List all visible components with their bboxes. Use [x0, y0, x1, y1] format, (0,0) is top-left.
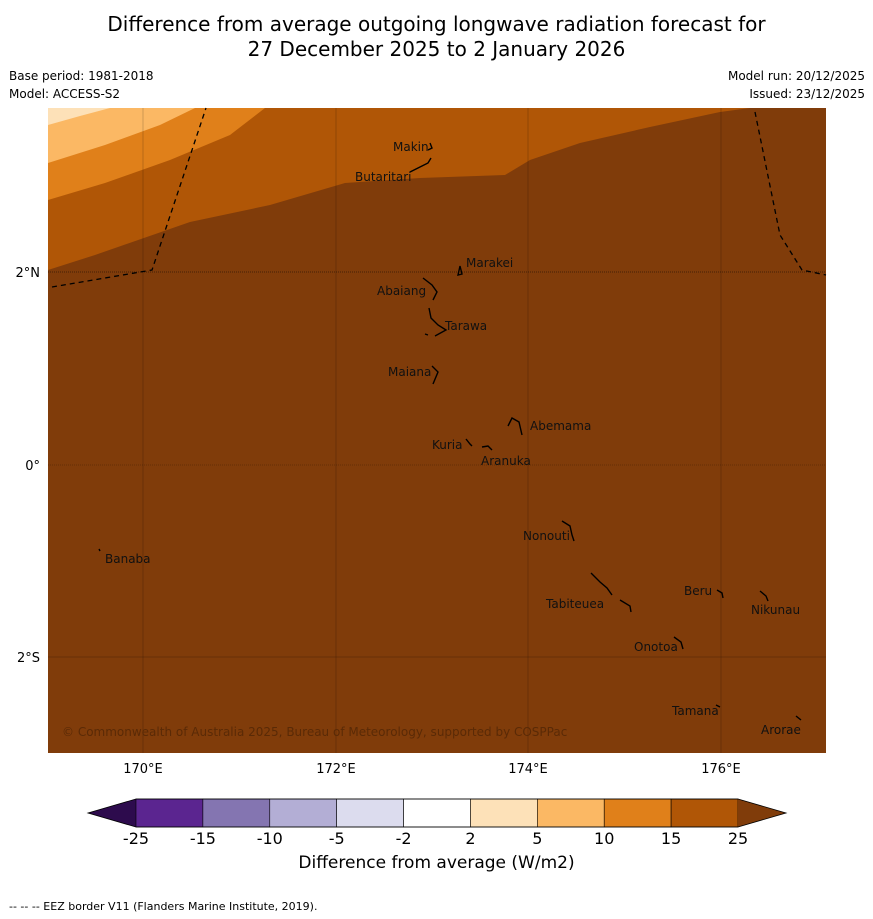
meta-right: Model run: 20/12/2025 Issued: 23/12/2025: [728, 67, 865, 103]
colorbar: -25 -15 -10 -5 -2 2 5 10 15 25: [86, 798, 788, 848]
island-abemama: [507, 417, 523, 436]
colorbar-tick-label: -15: [190, 829, 216, 848]
eez-border-west: [51, 107, 207, 288]
place-label: Tarawa: [444, 319, 487, 333]
anomaly-region-5-10: [48, 108, 195, 163]
place-label: Onotoa: [634, 640, 678, 654]
issued-date: Issued: 23/12/2025: [749, 87, 865, 101]
island-onotoa: [673, 636, 684, 650]
colorbar-cell: [603, 798, 672, 828]
colorbar-cell: [202, 798, 271, 828]
colorbar-tick-label: -10: [257, 829, 283, 848]
place-label: Banaba: [105, 552, 151, 566]
lon-label: 176°E: [701, 762, 741, 777]
island-tarawa: [424, 307, 448, 337]
island-nikunau: [759, 590, 769, 602]
colorbar-tick-label: 25: [728, 829, 748, 848]
place-label: Nikunau: [751, 603, 800, 617]
island-kuria: [465, 438, 473, 447]
island-arorae: [795, 715, 802, 721]
island-tamana: [715, 704, 721, 708]
lat-label: 2°N: [16, 266, 41, 281]
colorbar-tick-label: 5: [532, 829, 542, 848]
lat-label: 0°: [25, 459, 40, 474]
colorbar-cell: [470, 798, 538, 828]
island-marakei: [457, 265, 463, 276]
island-butaritari: [409, 157, 432, 173]
map-panel: Makin Butaritari Marakei Abaiang Tarawa …: [48, 107, 827, 753]
lat-label: 2°S: [17, 651, 40, 666]
place-label: Arorae: [761, 723, 801, 737]
eez-border-east: [754, 111, 827, 276]
place-label: Nonouti: [523, 529, 570, 543]
place-label: Marakei: [466, 256, 513, 270]
eez-footnote: -- -- -- EEZ border V11 (Flanders Marine…: [9, 900, 318, 913]
eez-border: [51, 107, 827, 288]
anomaly-region-15-25: [48, 108, 750, 270]
colorbar-tick-label: 15: [661, 829, 681, 848]
place-label: Butaritari: [355, 170, 412, 184]
colorbar-tick-label: -5: [329, 829, 345, 848]
lon-label: 172°E: [316, 762, 356, 777]
place-label: Makin: [393, 140, 429, 154]
colorbar-tick-label: -25: [123, 829, 149, 848]
island-tabiteuea: [590, 572, 632, 613]
graticule: [48, 108, 826, 753]
base-period: Base period: 1981-2018: [9, 69, 154, 83]
copyright-notice: © Commonwealth of Australia 2025, Bureau…: [62, 725, 567, 739]
axis-labels: 170°E 172°E 174°E 176°E 2°N 0° 2°S: [16, 266, 741, 777]
place-label: Maiana: [388, 365, 431, 379]
place-label: Aranuka: [481, 454, 531, 468]
colorbar-cell: [336, 798, 404, 828]
colorbar-tick-label: 2: [465, 829, 475, 848]
island-outlines: [98, 142, 802, 721]
place-label: Kuria: [432, 438, 463, 452]
place-label: Tamana: [671, 704, 719, 718]
anomaly-region-2-5: [48, 108, 110, 125]
lon-label: 174°E: [508, 762, 548, 777]
island-maiana: [431, 365, 439, 385]
place-label: Abaiang: [377, 284, 426, 298]
colorbar-outline: [86, 798, 788, 828]
colorbar-cell: [269, 798, 337, 828]
island-nonouti: [561, 520, 575, 542]
colorbar-cell: [135, 798, 204, 828]
colorbar-over-extension: [738, 799, 786, 827]
chart-title: Difference from average outgoing longwav…: [0, 12, 873, 62]
lon-label: 170°E: [123, 762, 163, 777]
model-run: Model run: 20/12/2025: [727, 69, 865, 83]
colorbar-title: Difference from average (W/m2): [298, 853, 575, 873]
title-line-2: 27 December 2025 to 2 January 2026: [247, 37, 626, 61]
model-name: Model: ACCESS-S2: [9, 87, 121, 101]
place-label: Abemama: [530, 419, 591, 433]
colorbar-tick-label: 10: [594, 829, 614, 848]
colorbar-cell: [670, 798, 739, 828]
colorbar-cells: [135, 798, 739, 828]
colorbar-cell: [537, 798, 605, 828]
colorbar-under-extension: [88, 799, 136, 827]
colorbar-ticks: -25 -15 -10 -5 -2 2 5 10 15 25: [123, 829, 748, 848]
island-makin: [427, 142, 433, 151]
title-line-1: Difference from average outgoing longwav…: [107, 12, 766, 36]
place-label: Tabiteuea: [545, 597, 604, 611]
island-beru: [716, 589, 724, 599]
island-banaba: [98, 548, 101, 552]
place-labels: Makin Butaritari Marakei Abaiang Tarawa …: [105, 140, 801, 737]
island-abaiang: [422, 277, 438, 301]
colorbar-tick-label: -2: [396, 829, 412, 848]
place-label: Beru: [684, 584, 712, 598]
colorbar-cell: [403, 798, 471, 828]
meta-left: Base period: 1981-2018 Model: ACCESS-S2: [9, 67, 154, 103]
island-aranuka: [481, 445, 493, 451]
